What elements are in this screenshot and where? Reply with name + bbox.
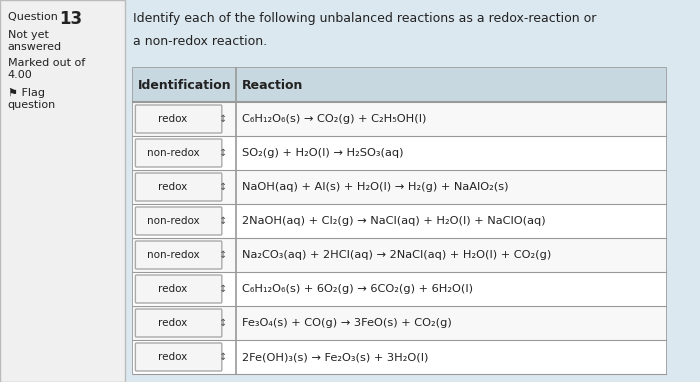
Text: 4.00: 4.00 <box>8 70 32 80</box>
FancyBboxPatch shape <box>135 105 222 133</box>
Text: Reaction: Reaction <box>242 78 303 92</box>
Bar <box>132 272 666 306</box>
Bar <box>132 340 666 374</box>
Bar <box>132 204 666 238</box>
Text: non-redox: non-redox <box>146 148 199 158</box>
Text: non-redox: non-redox <box>146 250 199 260</box>
Text: 2Fe(OH)₃(s) → Fe₂O₃(s) + 3H₂O(l): 2Fe(OH)₃(s) → Fe₂O₃(s) + 3H₂O(l) <box>242 352 428 362</box>
Text: redox: redox <box>158 352 188 362</box>
Text: question: question <box>8 100 56 110</box>
FancyBboxPatch shape <box>135 173 222 201</box>
Text: Na₂CO₃(aq) + 2HCl(aq) → 2NaCl(aq) + H₂O(l) + CO₂(g): Na₂CO₃(aq) + 2HCl(aq) → 2NaCl(aq) + H₂O(… <box>242 250 551 260</box>
Text: ↕: ↕ <box>219 352 227 362</box>
Text: non-redox: non-redox <box>146 216 199 226</box>
Text: redox: redox <box>158 182 188 192</box>
Bar <box>132 102 666 136</box>
Text: redox: redox <box>158 284 188 294</box>
FancyBboxPatch shape <box>135 343 222 371</box>
Text: SO₂(g) + H₂O(l) → H₂SO₃(aq): SO₂(g) + H₂O(l) → H₂SO₃(aq) <box>242 148 403 158</box>
Bar <box>132 136 666 170</box>
Text: Question: Question <box>8 12 61 22</box>
Text: ↕: ↕ <box>219 182 227 192</box>
Text: C₆H₁₂O₆(s) → CO₂(g) + C₂H₅OH(l): C₆H₁₂O₆(s) → CO₂(g) + C₂H₅OH(l) <box>242 114 426 124</box>
Text: C₆H₁₂O₆(s) + 6O₂(g) → 6CO₂(g) + 6H₂O(l): C₆H₁₂O₆(s) + 6O₂(g) → 6CO₂(g) + 6H₂O(l) <box>242 284 473 294</box>
FancyBboxPatch shape <box>135 309 222 337</box>
Text: ↕: ↕ <box>219 148 227 158</box>
Text: ↕: ↕ <box>219 216 227 226</box>
Text: ↕: ↕ <box>219 318 227 328</box>
Bar <box>132 170 666 204</box>
Text: answered: answered <box>8 42 62 52</box>
Text: ↕: ↕ <box>219 250 227 260</box>
FancyBboxPatch shape <box>135 275 222 303</box>
Bar <box>132 306 666 340</box>
Text: Not yet: Not yet <box>8 30 48 40</box>
Text: 13: 13 <box>60 10 83 28</box>
Bar <box>132 238 666 272</box>
Text: Marked out of: Marked out of <box>8 58 85 68</box>
Text: redox: redox <box>158 318 188 328</box>
Bar <box>0 0 125 382</box>
Text: 2NaOH(aq) + Cl₂(g) → NaCl(aq) + H₂O(l) + NaClO(aq): 2NaOH(aq) + Cl₂(g) → NaCl(aq) + H₂O(l) +… <box>242 216 545 226</box>
Text: Identification: Identification <box>138 78 231 92</box>
FancyBboxPatch shape <box>135 207 222 235</box>
FancyBboxPatch shape <box>135 241 222 269</box>
Text: ⚑ Flag: ⚑ Flag <box>8 88 45 98</box>
Text: Fe₃O₄(s) + CO(g) → 3FeO(s) + CO₂(g): Fe₃O₄(s) + CO(g) → 3FeO(s) + CO₂(g) <box>242 318 452 328</box>
Text: ↕: ↕ <box>219 284 227 294</box>
Bar <box>132 68 666 374</box>
Text: Identify each of the following unbalanced reactions as a redox-reaction or
a non: Identify each of the following unbalance… <box>132 12 596 48</box>
Text: redox: redox <box>158 114 188 124</box>
FancyBboxPatch shape <box>135 139 222 167</box>
Text: ↕: ↕ <box>219 114 227 124</box>
Bar <box>132 68 666 102</box>
Text: NaOH(aq) + Al(s) + H₂O(l) → H₂(g) + NaAlO₂(s): NaOH(aq) + Al(s) + H₂O(l) → H₂(g) + NaAl… <box>242 182 508 192</box>
